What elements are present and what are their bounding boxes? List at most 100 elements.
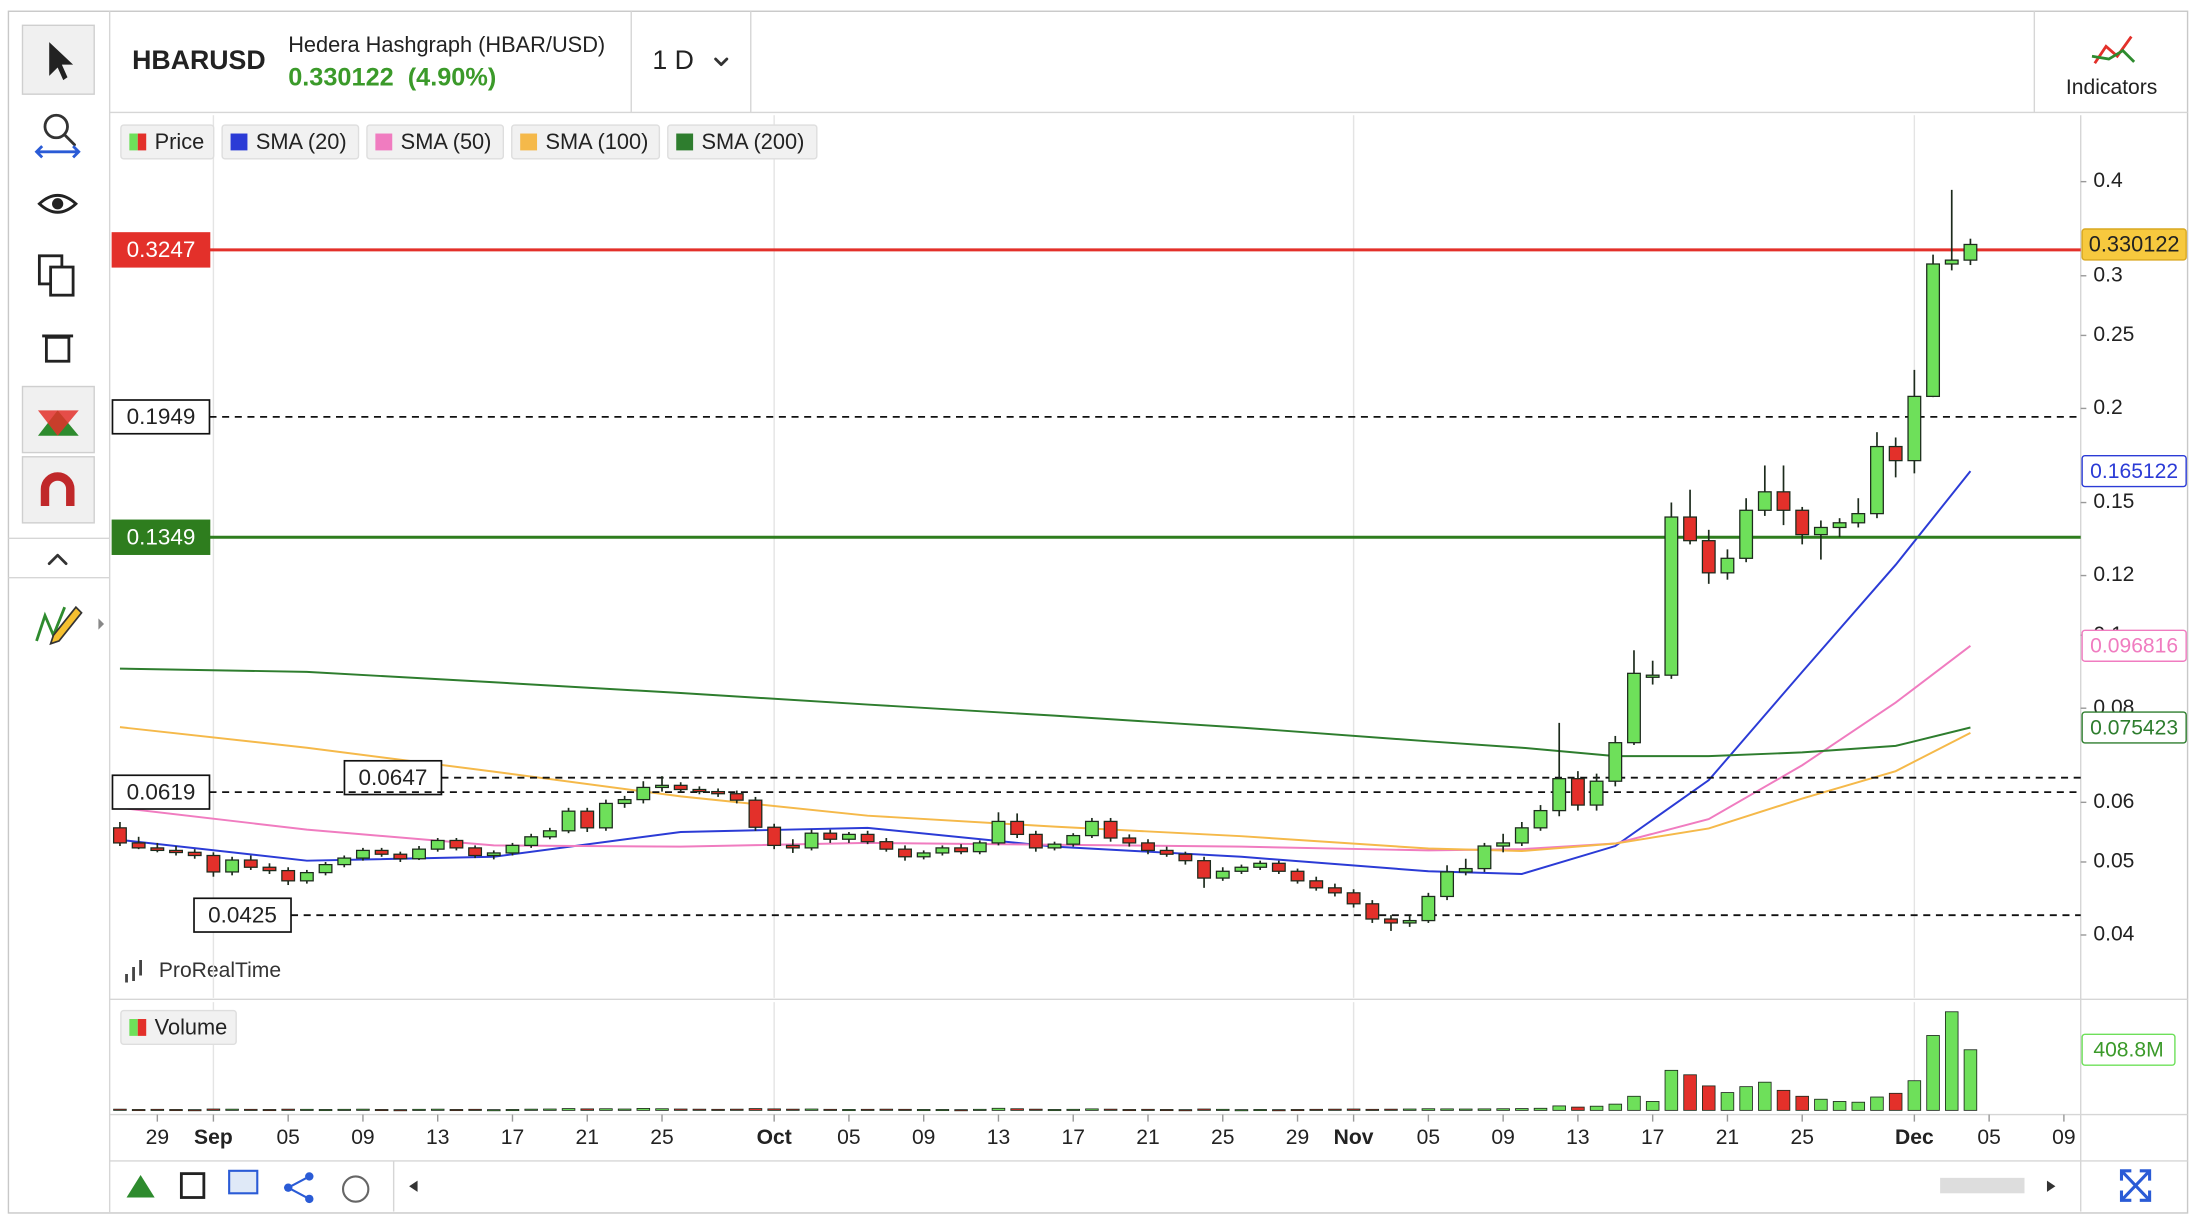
legend-swatch bbox=[375, 133, 393, 151]
candle-body bbox=[1514, 827, 1529, 844]
candle-body bbox=[972, 842, 987, 853]
volume-bar bbox=[524, 1108, 538, 1111]
candle-body bbox=[112, 827, 127, 844]
volume-bar bbox=[487, 1109, 501, 1112]
volume-bar bbox=[1216, 1108, 1230, 1111]
volume-bar bbox=[374, 1109, 389, 1112]
candle-body bbox=[337, 857, 352, 866]
candle-body bbox=[1664, 516, 1679, 676]
timeframe-selector[interactable]: 1 D bbox=[652, 45, 729, 75]
volume-bar bbox=[356, 1108, 370, 1111]
volume-bar bbox=[1627, 1095, 1641, 1111]
candle-body bbox=[898, 848, 912, 858]
candle-body bbox=[1141, 842, 1155, 852]
volume-bar bbox=[244, 1108, 258, 1111]
volume-bar bbox=[1309, 1108, 1323, 1111]
volume-bar bbox=[449, 1109, 464, 1112]
candle-body bbox=[1533, 809, 1548, 829]
y-tick-label: 0.4 bbox=[2093, 169, 2123, 192]
volume-bar bbox=[505, 1109, 520, 1112]
volume-bar bbox=[1178, 1109, 1193, 1112]
scroll-left[interactable] bbox=[409, 1180, 418, 1192]
volume-bar bbox=[1477, 1108, 1492, 1111]
candle-body bbox=[991, 820, 1006, 844]
volume-bar bbox=[1421, 1108, 1436, 1111]
candle-body bbox=[1926, 263, 1941, 398]
volume-bar bbox=[1533, 1107, 1548, 1111]
sma-last-label: 0.075423 bbox=[2090, 716, 2178, 739]
x-tick-label: 09 bbox=[1491, 1126, 1514, 1149]
candle-body bbox=[1309, 880, 1324, 889]
candle-body bbox=[673, 784, 688, 791]
volume-bar bbox=[1141, 1108, 1155, 1111]
volume-bar bbox=[1720, 1092, 1735, 1111]
x-tick-label: 29 bbox=[1286, 1126, 1309, 1149]
candle-body bbox=[767, 826, 782, 847]
cursor-button[interactable] bbox=[21, 24, 95, 95]
candle-body bbox=[1496, 842, 1511, 847]
layouts-button[interactable] bbox=[228, 1169, 259, 1195]
save-button[interactable] bbox=[179, 1172, 206, 1199]
legend-swatch bbox=[520, 133, 538, 151]
candle-body bbox=[1645, 674, 1660, 678]
candle-body bbox=[542, 830, 557, 838]
volume-bar bbox=[187, 1109, 202, 1112]
legend-swatch bbox=[137, 133, 147, 151]
fullscreen-button[interactable] bbox=[2119, 1169, 2152, 1202]
volume-bar bbox=[842, 1109, 856, 1112]
draw-button[interactable] bbox=[35, 605, 105, 646]
volume-bar bbox=[954, 1109, 968, 1112]
indicators-button[interactable]: Indicators bbox=[2066, 35, 2157, 100]
help-button[interactable] bbox=[341, 1175, 370, 1203]
volume-bar bbox=[655, 1108, 669, 1111]
x-tick-label: 25 bbox=[1790, 1126, 1813, 1149]
candle-body bbox=[299, 871, 314, 882]
scroll-right[interactable] bbox=[2046, 1180, 2056, 1192]
sync-button[interactable] bbox=[126, 1175, 155, 1198]
candle-body bbox=[1066, 834, 1081, 845]
candle-body bbox=[1757, 491, 1772, 511]
volume-bar bbox=[1907, 1080, 1922, 1111]
level-label: 0.3247 bbox=[127, 237, 196, 262]
volume-bar bbox=[225, 1108, 239, 1111]
candle-body bbox=[430, 839, 445, 850]
eye-button[interactable] bbox=[37, 193, 78, 214]
volume-bar bbox=[1608, 1103, 1623, 1111]
watermark: ProRealTime bbox=[159, 959, 281, 982]
level-label: 0.1349 bbox=[127, 525, 196, 550]
legend-chip bbox=[120, 1009, 237, 1046]
x-tick-label: 05 bbox=[837, 1126, 860, 1149]
volume-bar bbox=[1776, 1089, 1791, 1111]
x-tick-label: 25 bbox=[1211, 1126, 1234, 1149]
scrollbar-thumb[interactable] bbox=[1940, 1177, 2025, 1194]
candle-body bbox=[1627, 672, 1641, 744]
level-label: 0.0425 bbox=[208, 902, 277, 927]
x-tick-label: 05 bbox=[276, 1126, 299, 1149]
zoom-button[interactable] bbox=[34, 113, 81, 159]
volume-bar bbox=[1739, 1086, 1753, 1111]
share-button[interactable] bbox=[283, 1172, 314, 1204]
volume-bar bbox=[1234, 1109, 1249, 1112]
candle-body bbox=[1122, 837, 1137, 844]
candle-body bbox=[598, 802, 613, 829]
x-tick-label: Dec bbox=[1895, 1126, 1934, 1149]
delete-button[interactable] bbox=[42, 334, 74, 363]
candle-body bbox=[1084, 820, 1099, 837]
candle-body bbox=[804, 832, 819, 849]
volume-last-label: 408.8M bbox=[2093, 1039, 2163, 1062]
candle-body bbox=[1813, 526, 1828, 536]
volume-bar bbox=[337, 1108, 351, 1111]
volume-bar bbox=[1047, 1109, 1062, 1112]
candle-body bbox=[916, 852, 931, 858]
dropdown-chevron bbox=[714, 57, 729, 67]
magnet-button[interactable] bbox=[21, 456, 95, 524]
eye-icon bbox=[37, 193, 78, 214]
copy-button[interactable] bbox=[37, 254, 75, 297]
collapse-button[interactable] bbox=[47, 553, 68, 566]
x-tick-label: 21 bbox=[1136, 1126, 1159, 1149]
legend-chip bbox=[667, 124, 818, 160]
candle-body bbox=[1346, 892, 1361, 905]
volume-bar bbox=[1197, 1108, 1211, 1111]
y-tick-label: 0.12 bbox=[2093, 563, 2134, 586]
candle-body bbox=[841, 833, 856, 840]
